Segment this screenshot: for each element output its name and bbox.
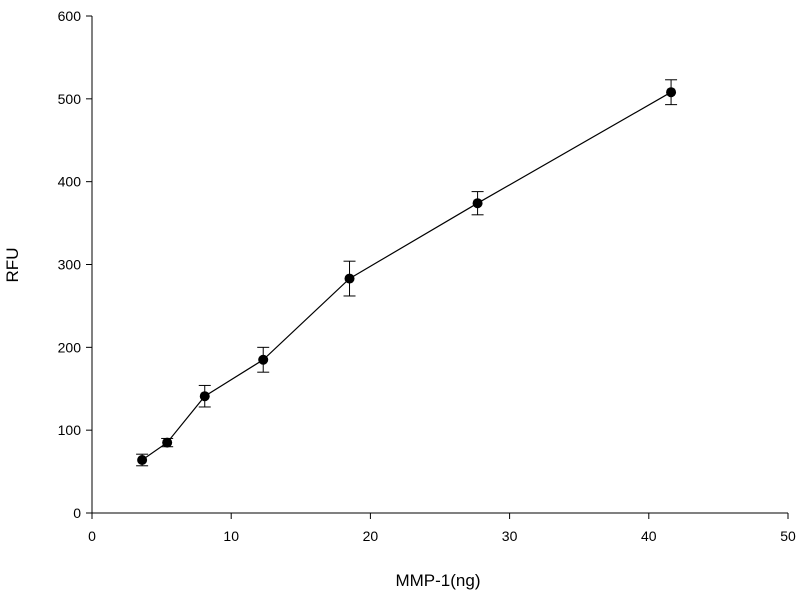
y-tick-label: 300	[58, 257, 82, 273]
y-tick-label: 600	[58, 8, 82, 24]
x-tick-label: 20	[363, 528, 379, 544]
y-tick-label: 100	[58, 422, 82, 438]
data-point	[199, 391, 210, 402]
axes	[91, 16, 788, 514]
data-series	[136, 79, 678, 467]
data-point	[344, 273, 355, 284]
x-tick-label: 30	[502, 528, 518, 544]
y-tick-label: 400	[58, 174, 82, 190]
series-line	[141, 91, 672, 461]
x-axis-title: MMP-1(ng)	[395, 571, 480, 590]
y-tick-label: 500	[58, 91, 82, 107]
x-tick-label: 0	[88, 528, 96, 544]
x-tick-label: 50	[780, 528, 796, 544]
x-tick-label: 40	[641, 528, 657, 544]
x-tick-label: 10	[223, 528, 239, 544]
y-tick-label: 0	[73, 505, 81, 521]
data-point	[666, 87, 677, 98]
data-point	[258, 354, 269, 365]
x-ticks: 0 10 20 30 40 50	[88, 513, 796, 544]
y-ticks: 0 100 200 300 400 500 600	[58, 8, 92, 521]
data-point	[137, 454, 148, 465]
y-axis-title: RFU	[3, 248, 22, 283]
data-point	[472, 198, 483, 209]
y-tick-label: 200	[58, 339, 82, 355]
data-point	[162, 437, 173, 448]
